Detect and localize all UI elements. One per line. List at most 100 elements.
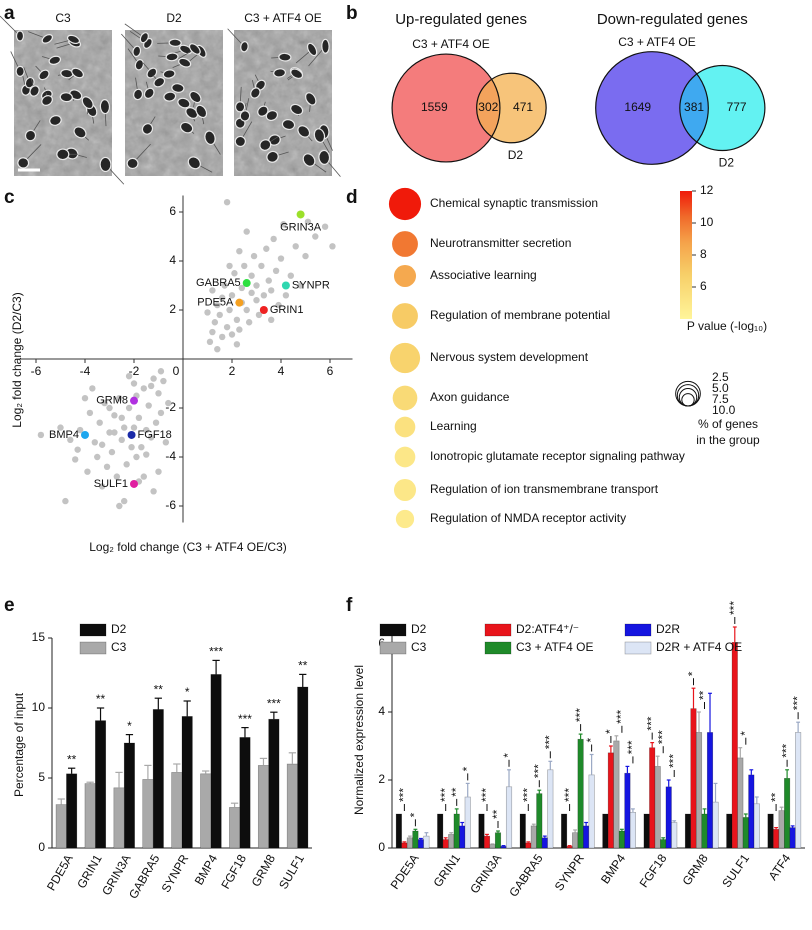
highlight-point	[281, 281, 290, 290]
highlight-point	[130, 479, 138, 488]
point	[86, 409, 94, 417]
cell-body	[133, 88, 144, 101]
bar	[55, 804, 67, 849]
point	[108, 448, 116, 456]
bar	[629, 811, 636, 849]
bar	[577, 738, 584, 849]
point	[74, 446, 81, 453]
cell-body	[234, 135, 246, 148]
point	[76, 426, 84, 434]
significance: *	[738, 731, 752, 736]
gene-label: BMP4	[49, 429, 79, 441]
legend-swatch	[484, 623, 512, 637]
bar	[123, 742, 135, 849]
bar	[742, 817, 749, 849]
neurite	[0, 15, 21, 37]
bar	[660, 839, 667, 849]
bar	[437, 813, 444, 849]
error-bar	[779, 806, 784, 811]
significance: *	[686, 671, 700, 676]
cell-body	[179, 121, 194, 134]
point	[135, 414, 143, 421]
size-legend-label: 2.5	[712, 370, 729, 384]
venn-set-a	[595, 51, 709, 165]
point	[116, 502, 123, 510]
y-tick-label: -2	[165, 400, 176, 414]
point	[329, 243, 336, 250]
point	[223, 323, 231, 331]
point	[89, 385, 96, 392]
term-bubble	[392, 303, 418, 329]
point	[236, 248, 243, 255]
error-bar	[702, 808, 707, 814]
error-bar	[691, 687, 696, 709]
significance: ***	[790, 696, 804, 710]
cell-body	[134, 59, 145, 71]
error-bar	[68, 767, 76, 774]
bar	[541, 837, 548, 849]
cell-body	[17, 157, 30, 169]
venn-count: 1559	[421, 100, 448, 114]
significance: *	[185, 685, 190, 699]
point	[111, 412, 118, 419]
bar	[671, 822, 678, 849]
cell-body	[171, 83, 185, 93]
point	[116, 395, 123, 402]
y-tick-label: 2	[378, 772, 385, 786]
bar	[286, 763, 298, 849]
point	[214, 301, 221, 309]
significance: **	[96, 692, 106, 706]
cell-body	[321, 38, 330, 54]
x-tick-label: SYNPR	[552, 851, 587, 893]
error-bar	[713, 782, 718, 803]
legend-label: C3 + ATF4 OE	[516, 640, 593, 654]
error-bar	[614, 735, 619, 741]
error-bar	[774, 826, 779, 830]
point	[241, 262, 248, 270]
size-legend-circle	[681, 393, 695, 407]
point	[248, 289, 255, 297]
y-axis-label: Log₂ fold change (D2/C3)	[10, 292, 24, 427]
bar	[753, 803, 760, 849]
cell-body	[250, 87, 261, 99]
gene-label: SYNPR	[292, 279, 330, 291]
bar	[95, 720, 107, 849]
error-bar	[608, 745, 613, 753]
significance: ***	[625, 740, 639, 754]
set-label: D2	[508, 148, 524, 162]
y-tick-label: 0	[378, 840, 385, 854]
bar	[643, 813, 650, 849]
significance: **	[154, 682, 164, 696]
gene-label: GRIN3A	[280, 221, 322, 233]
cell-body	[71, 67, 85, 79]
error-bar	[299, 673, 307, 687]
error-bar	[732, 626, 737, 643]
error-bar	[57, 798, 65, 805]
error-bar	[567, 845, 572, 847]
panel-label: c	[4, 187, 15, 208]
point	[96, 419, 103, 426]
significance: ***	[666, 754, 680, 768]
error-bar	[183, 700, 191, 717]
x-tick-label: 2	[229, 364, 236, 378]
point	[147, 382, 155, 390]
x-tick-label: -4	[80, 364, 91, 378]
x-tick-label: GRM8	[679, 851, 711, 888]
point	[118, 414, 125, 421]
y-tick-label: 2	[169, 302, 176, 316]
cell-body	[290, 68, 304, 80]
cell-body	[73, 126, 87, 139]
x-tick-label: FGF18	[637, 851, 670, 890]
significance: ***	[779, 743, 793, 757]
significance: ***	[655, 730, 669, 744]
cell-body	[99, 156, 112, 173]
error-bar	[754, 796, 759, 804]
error-bar	[501, 845, 506, 847]
cell-body	[48, 55, 62, 65]
error-bar	[496, 830, 500, 833]
point	[277, 255, 285, 262]
cell-body	[185, 107, 199, 119]
highlight-point	[242, 279, 251, 288]
point	[321, 223, 329, 230]
cell-body	[59, 92, 73, 103]
